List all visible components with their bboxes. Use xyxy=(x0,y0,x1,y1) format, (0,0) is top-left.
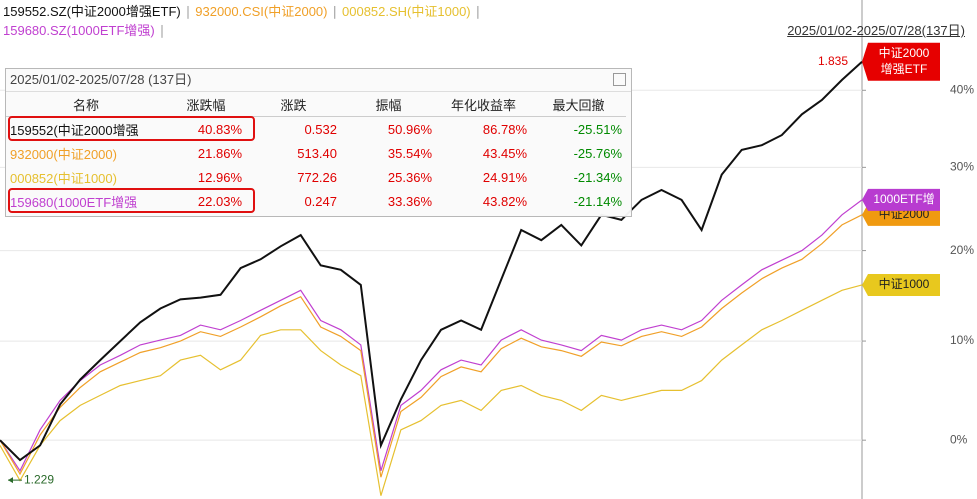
separator: ∣ xyxy=(331,4,339,19)
table-cell: 0.532 xyxy=(304,121,337,137)
tag-box xyxy=(862,273,940,296)
table-cell: 0.247 xyxy=(304,193,337,209)
table-cell: -21.14% xyxy=(573,193,622,209)
y-tick-label: 40% xyxy=(950,82,974,96)
series-line xyxy=(0,284,863,496)
table-row: 932000(中证2000) 21.86% 513.40 35.54% 43.45% -2… xyxy=(6,141,626,165)
column-header: 年化收益率 xyxy=(436,92,531,117)
end-tag: 1000ETF增 xyxy=(862,188,940,211)
tag-label: 中证1000 xyxy=(879,276,930,291)
table-cell: 25.36% xyxy=(387,169,432,185)
separator: ∣ xyxy=(474,4,482,19)
table-cell: 000852(中证1000) xyxy=(10,170,117,186)
header-row: 名称 涨跌幅 涨跌 振幅 年化收益率 最大回撤 xyxy=(6,92,626,117)
period-label[interactable]: 2025/01/02-2025/07/28(137日) xyxy=(787,23,965,38)
min-label: 1.229 xyxy=(24,472,54,486)
table-cell: 50.96% xyxy=(387,121,432,137)
end-tag: 中证2000 增强ETF xyxy=(862,42,940,81)
tag-label: 中证2000 xyxy=(879,45,930,60)
table-cell: -25.51% xyxy=(573,121,622,137)
separator: ∣ xyxy=(184,4,192,19)
separator: ∣ xyxy=(158,23,166,38)
series-line xyxy=(0,214,863,478)
table-cell: 33.36% xyxy=(387,193,432,209)
table-row: 159552(中证2000增强 40.83% 0.532 50.96% 86.78% -2… xyxy=(6,117,626,142)
table-cell: -25.76% xyxy=(573,145,622,161)
table-cell: 43.45% xyxy=(482,145,527,161)
legend-entry: 932000.CSI(中证2000) xyxy=(195,4,328,19)
table-cell: 40.83% xyxy=(197,121,242,137)
table-cell: -21.34% xyxy=(573,169,622,185)
table-cell: 43.82% xyxy=(482,193,527,209)
stats-panel: 2025/01/02-2025/07/28 (137日) 名称 涨跌幅 涨跌 振幅 年化… xyxy=(5,68,632,217)
min-arrow-head xyxy=(8,477,13,484)
table-cell: 159552(中证2000增强 xyxy=(10,122,139,138)
y-tick-label: 10% xyxy=(950,333,974,347)
close-button[interactable] xyxy=(613,73,626,86)
column-header: 涨跌幅 xyxy=(166,92,246,117)
stats-table: 名称 涨跌幅 涨跌 振幅 年化收益率 最大回撤 159552(中证2000增强 40.83%… xyxy=(6,92,626,213)
series-line xyxy=(0,199,863,473)
series-line xyxy=(0,60,863,462)
table-cell: 86.78% xyxy=(482,121,527,137)
table-cell: 932000(中证2000) xyxy=(10,146,117,162)
table-cell: 772.26 xyxy=(297,169,337,185)
column-header: 最大回撤 xyxy=(531,92,626,117)
row-highlight: 3 xyxy=(8,188,255,213)
row-highlight: 0 xyxy=(8,116,255,141)
table-cell: 35.54% xyxy=(387,145,432,161)
y-tick-label: 30% xyxy=(950,160,974,174)
table-row: 159680(1000ETF增强 22.03% 0.247 33.36% 43.82% -… xyxy=(6,189,626,213)
end-tag: 中证1000 xyxy=(862,273,940,296)
table-cell: 24.91% xyxy=(482,169,527,185)
tag-box xyxy=(862,42,940,81)
legend: 159552.SZ(中证2000增强ETF) ∣ 932000.CSI(中证2000… xyxy=(3,2,763,40)
y-tick-label: 0% xyxy=(950,432,968,446)
y-tick-label: 20% xyxy=(950,243,974,257)
panel-title: 2025/01/02-2025/07/28 (137日) xyxy=(6,69,631,92)
tag-label: 增强ETF xyxy=(881,62,928,76)
table-row: 000852(中证1000) 12.96% 772.26 25.36% 24.91% -2… xyxy=(6,165,626,189)
column-header: 名称 xyxy=(6,92,166,117)
table-cell: 12.96% xyxy=(197,169,242,185)
table-cell: 159680(1000ETF增强 xyxy=(10,194,138,210)
max-label: 1.835 xyxy=(818,54,848,68)
table-cell: 513.40 xyxy=(297,145,337,161)
legend-entry: 159680.SZ(1000ETF增强) xyxy=(3,23,155,38)
legend-entry: 000852.SH(中证1000) xyxy=(342,4,471,19)
tag-box xyxy=(862,188,940,211)
tag-label: 1000ETF增 xyxy=(873,192,934,206)
column-header: 涨跌 xyxy=(246,92,341,117)
table-body: 159552(中证2000增强 40.83% 0.532 50.96% 86.78% -2… xyxy=(6,117,626,214)
column-header: 振幅 xyxy=(341,92,436,117)
table-cell: 21.86% xyxy=(197,145,242,161)
legend-entry: 159552.SZ(中证2000增强ETF) xyxy=(3,4,181,19)
table-cell: 22.03% xyxy=(197,193,242,209)
